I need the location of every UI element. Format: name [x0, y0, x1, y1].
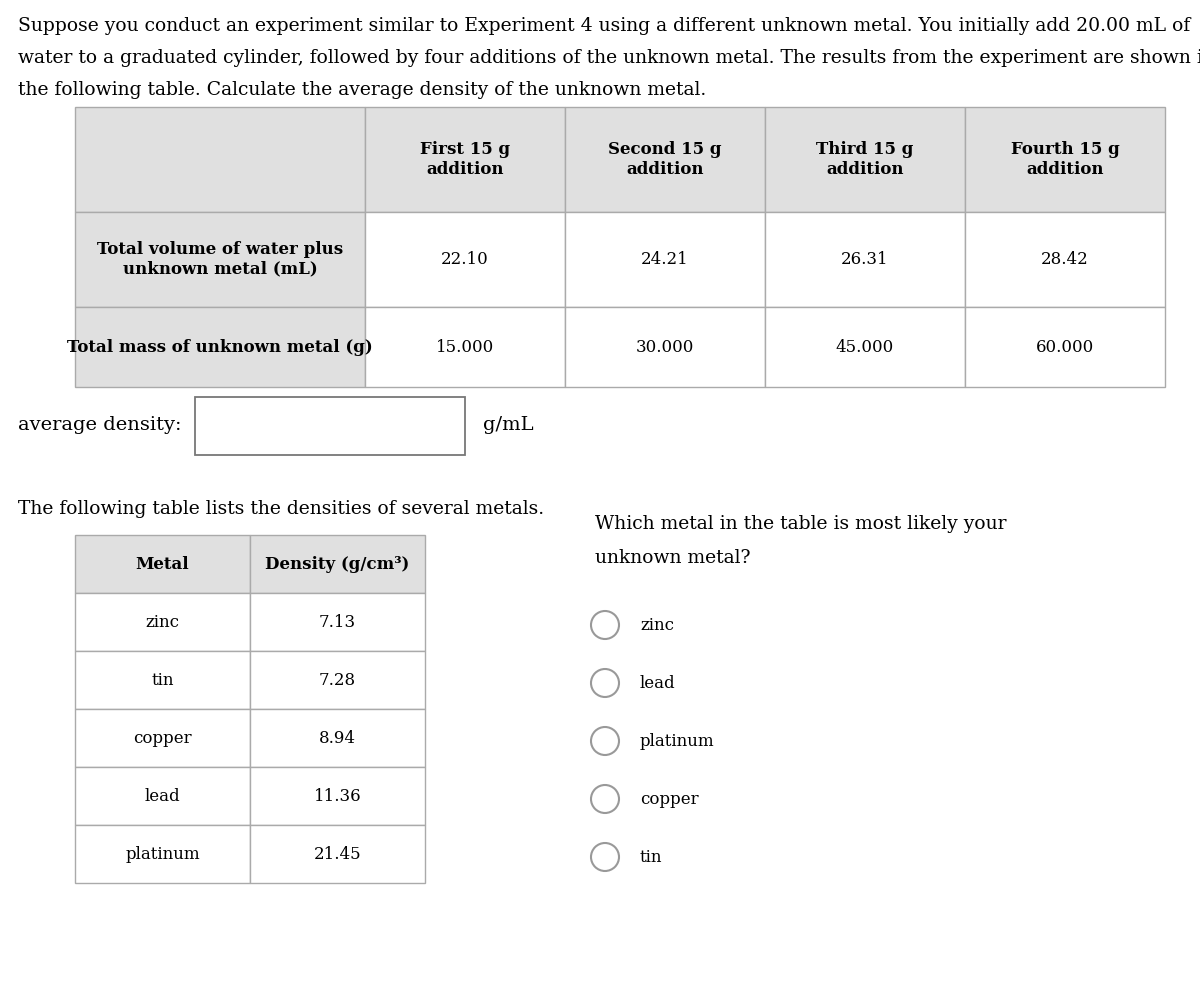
Bar	[365, 107, 565, 212]
Bar	[965, 212, 1165, 307]
Text: Second 15 g
addition: Second 15 g addition	[608, 141, 721, 178]
Text: lead: lead	[640, 674, 676, 691]
Bar	[365, 307, 565, 387]
Bar	[74, 535, 250, 593]
Text: lead: lead	[145, 788, 180, 804]
Bar	[565, 307, 766, 387]
Bar	[250, 709, 425, 767]
Text: copper: copper	[640, 791, 698, 807]
Bar	[365, 212, 565, 307]
Text: Third 15 g
addition: Third 15 g addition	[816, 141, 913, 178]
Circle shape	[592, 727, 619, 755]
Text: Total mass of unknown metal (g): Total mass of unknown metal (g)	[67, 339, 373, 356]
Text: 28.42: 28.42	[1042, 251, 1088, 268]
Bar	[250, 593, 425, 651]
Text: 22.10: 22.10	[442, 251, 488, 268]
Text: zinc: zinc	[640, 616, 674, 633]
Bar	[766, 107, 965, 212]
Text: tin: tin	[151, 671, 174, 688]
Text: 45.000: 45.000	[836, 339, 894, 356]
Text: 21.45: 21.45	[313, 845, 361, 862]
Bar	[250, 651, 425, 709]
Text: Metal: Metal	[136, 556, 190, 573]
Bar	[74, 593, 250, 651]
Text: The following table lists the densities of several metals.: The following table lists the densities …	[18, 500, 544, 518]
Text: 26.31: 26.31	[841, 251, 889, 268]
Text: 30.000: 30.000	[636, 339, 694, 356]
Bar	[194, 397, 466, 455]
Bar	[74, 651, 250, 709]
Bar	[965, 107, 1165, 212]
Bar	[766, 212, 965, 307]
Bar	[74, 709, 250, 767]
Text: platinum: platinum	[640, 733, 715, 750]
Bar	[74, 307, 365, 387]
Text: Fourth 15 g
addition: Fourth 15 g addition	[1010, 141, 1120, 178]
Text: unknown metal?: unknown metal?	[595, 549, 750, 567]
Text: average density:: average density:	[18, 416, 181, 434]
Text: g/mL: g/mL	[482, 416, 534, 434]
Text: Density (g/cm³): Density (g/cm³)	[265, 556, 409, 573]
Bar	[74, 107, 365, 212]
Text: 15.000: 15.000	[436, 339, 494, 356]
Bar	[565, 107, 766, 212]
Bar	[565, 212, 766, 307]
Bar	[766, 307, 965, 387]
Circle shape	[592, 669, 619, 697]
Bar	[74, 767, 250, 825]
Bar	[74, 825, 250, 883]
Text: platinum: platinum	[125, 845, 200, 862]
Text: water to a graduated cylinder, followed by four additions of the unknown metal. : water to a graduated cylinder, followed …	[18, 49, 1200, 67]
Text: First 15 g
addition: First 15 g addition	[420, 141, 510, 178]
Text: 60.000: 60.000	[1036, 339, 1094, 356]
Circle shape	[592, 843, 619, 871]
Bar	[74, 212, 365, 307]
Text: Total volume of water plus
unknown metal (mL): Total volume of water plus unknown metal…	[97, 241, 343, 277]
Text: 7.28: 7.28	[319, 671, 356, 688]
Bar	[965, 307, 1165, 387]
Circle shape	[592, 611, 619, 639]
Text: Which metal in the table is most likely your: Which metal in the table is most likely …	[595, 515, 1007, 533]
Text: copper: copper	[133, 730, 192, 747]
Bar	[250, 535, 425, 593]
Text: 7.13: 7.13	[319, 613, 356, 630]
Text: 8.94: 8.94	[319, 730, 356, 747]
Text: tin: tin	[640, 848, 662, 865]
Text: 24.21: 24.21	[641, 251, 689, 268]
Bar	[250, 825, 425, 883]
Text: Suppose you conduct an experiment similar to Experiment 4 using a different unkn: Suppose you conduct an experiment simila…	[18, 17, 1190, 35]
Text: the following table. Calculate the average density of the unknown metal.: the following table. Calculate the avera…	[18, 81, 707, 99]
Bar	[250, 767, 425, 825]
Text: 11.36: 11.36	[313, 788, 361, 804]
Circle shape	[592, 785, 619, 813]
Text: zinc: zinc	[145, 613, 180, 630]
